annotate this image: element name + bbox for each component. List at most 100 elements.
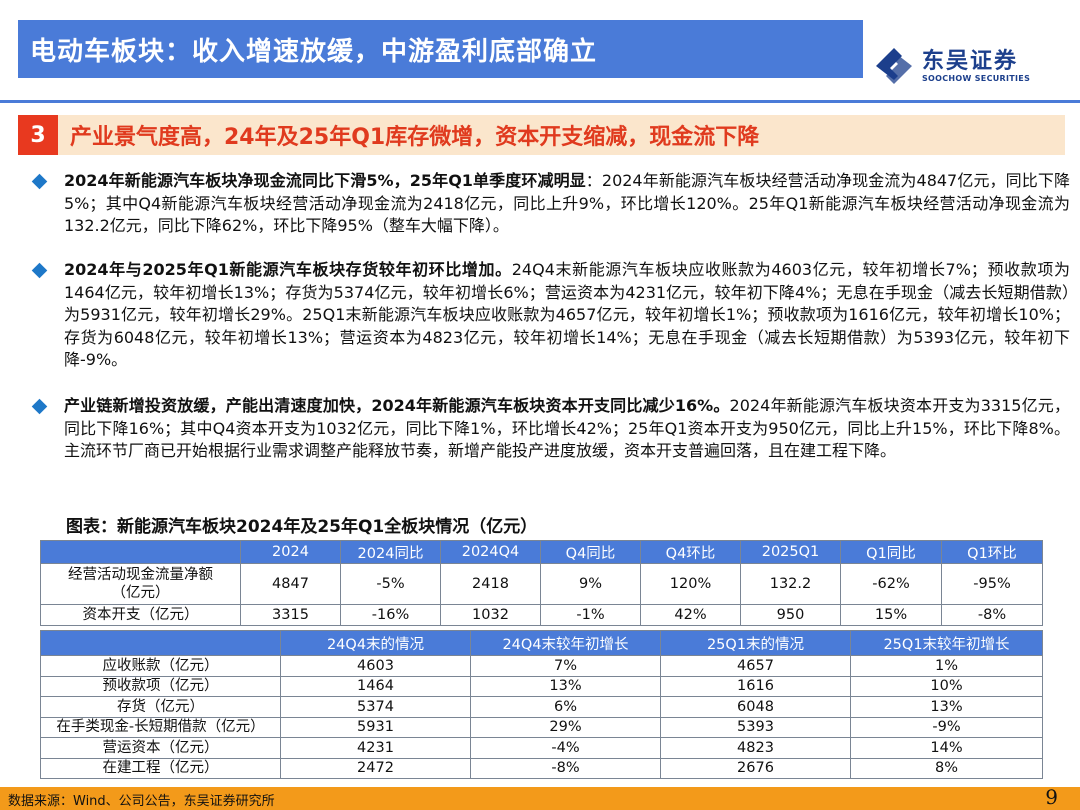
bullet-paragraph: 2024年与2025年Q1新能源汽车板块存货较年初环比增加。24Q4末新能源汽车… bbox=[31, 259, 1070, 372]
table-cell: 4231 bbox=[280, 737, 471, 759]
table-cell: 4657 bbox=[660, 655, 851, 677]
table-cell: 6% bbox=[470, 696, 661, 718]
bullet-lead: 产业链新增投资放缓，产能出清速度加快，2024年新能源汽车板块资本开支同比减少1… bbox=[64, 396, 730, 415]
table-header-row: 24Q4末的情况 24Q4末较年初增长 25Q1末的情况 25Q1末较年初增长 bbox=[40, 630, 1043, 656]
bullet-lead: 2024年与2025年Q1新能源汽车板块存货较年初环比增加。 bbox=[64, 260, 512, 279]
bullet-text: 产业链新增投资放缓，产能出清速度加快，2024年新能源汽车板块资本开支同比减少1… bbox=[64, 395, 1070, 463]
soochow-logo-icon bbox=[876, 48, 912, 84]
table-row-label: 资本开支（亿元） bbox=[40, 604, 241, 626]
table-cell: 42% bbox=[640, 604, 741, 626]
table-cell: 9% bbox=[540, 563, 641, 605]
table-cell: -9% bbox=[850, 716, 1043, 738]
table-header-cell: 2024Q4 bbox=[440, 540, 541, 564]
logo-en-text: SOOCHOW SECURITIES bbox=[922, 73, 1031, 83]
table-row: 应收账款（亿元） 4603 7% 4657 1% bbox=[40, 655, 1043, 677]
table-cell: -16% bbox=[340, 604, 441, 626]
table-cell: -5% bbox=[340, 563, 441, 605]
bullet-body: ：2024年新能源汽车板块经营活动净现金流为4847亿元，同比下降5%；其中Q4… bbox=[64, 171, 1070, 235]
table-cell: 29% bbox=[470, 716, 661, 738]
cashflow-capex-table: 2024 2024同比 2024Q4 Q4同比 Q4环比 2025Q1 Q1同比… bbox=[40, 540, 1043, 626]
footer-bar: 数据来源：Wind、公司公告，东吴证券研究所 9 bbox=[0, 785, 1080, 810]
table-header-cell: 24Q4末较年初增长 bbox=[470, 630, 661, 656]
logo-cn-text: 东吴证券 bbox=[922, 48, 1019, 74]
title-bar: 电动车板块：收入增速放缓，中游盈利底部确立 bbox=[18, 20, 863, 78]
bullet-text: 2024年与2025年Q1新能源汽车板块存货较年初环比增加。24Q4末新能源汽车… bbox=[64, 259, 1070, 372]
table-cell: 5931 bbox=[280, 716, 471, 738]
table-cell: 1616 bbox=[660, 675, 851, 697]
table-header-cell bbox=[40, 540, 241, 564]
table-row-label: 应收账款（亿元） bbox=[40, 655, 281, 677]
table-cell: 1032 bbox=[440, 604, 541, 626]
page-title: 电动车板块：收入增速放缓，中游盈利底部确立 bbox=[30, 36, 598, 67]
table-cell: 4847 bbox=[240, 563, 341, 605]
table-cell: 4603 bbox=[280, 655, 471, 677]
table-header-cell: 2025Q1 bbox=[740, 540, 841, 564]
table-header-cell: Q1环比 bbox=[941, 540, 1043, 564]
table-cell: 2472 bbox=[280, 757, 471, 779]
table-header-row: 2024 2024同比 2024Q4 Q4同比 Q4环比 2025Q1 Q1同比… bbox=[40, 540, 1043, 564]
table-row-label: 预收款项（亿元） bbox=[40, 675, 281, 697]
bullet-paragraph: 2024年新能源汽车板块净现金流同比下滑5%，25年Q1单季度环减明显：2024… bbox=[31, 170, 1070, 238]
table-cell: -95% bbox=[941, 563, 1043, 605]
table-cell: 132.2 bbox=[740, 563, 841, 605]
table-header-cell: 25Q1末较年初增长 bbox=[850, 630, 1043, 656]
table-row: 资本开支（亿元） 3315 -16% 1032 -1% 42% 950 15% … bbox=[40, 604, 1043, 626]
table-cell: 1464 bbox=[280, 675, 471, 697]
table-row: 在建工程（亿元） 2472 -8% 2676 8% bbox=[40, 757, 1043, 779]
table-row: 存货（亿元） 5374 6% 6048 13% bbox=[40, 696, 1043, 718]
table-cell: 6048 bbox=[660, 696, 851, 718]
bullet-text: 2024年新能源汽车板块净现金流同比下滑5%，25年Q1单季度环减明显：2024… bbox=[64, 170, 1070, 238]
diamond-bullet-icon bbox=[31, 398, 48, 415]
data-source: 数据来源：Wind、公司公告，东吴证券研究所 bbox=[8, 794, 275, 809]
table-header-cell bbox=[40, 630, 281, 656]
table-header-cell: 24Q4末的情况 bbox=[280, 630, 471, 656]
figure-title: 图表：新能源汽车板块2024年及25年Q1全板块情况（亿元） bbox=[66, 517, 538, 537]
table-row-label: 经营活动现金流量净额（亿元） bbox=[40, 563, 241, 605]
table-cell: -4% bbox=[470, 737, 661, 759]
table-cell: 13% bbox=[850, 696, 1043, 718]
table-cell: -8% bbox=[941, 604, 1043, 626]
table-row: 预收款项（亿元） 1464 13% 1616 10% bbox=[40, 675, 1043, 697]
table-header-cell: 25Q1末的情况 bbox=[660, 630, 851, 656]
table-row: 在手类现金-长短期借款（亿元） 5931 29% 5393 -9% bbox=[40, 716, 1043, 738]
table-cell: -1% bbox=[540, 604, 641, 626]
table-row-label: 在建工程（亿元） bbox=[40, 757, 281, 779]
table-row: 营运资本（亿元） 4231 -4% 4823 14% bbox=[40, 737, 1043, 759]
table-cell: 5374 bbox=[280, 696, 471, 718]
table-row-label: 营运资本（亿元） bbox=[40, 737, 281, 759]
bullet-body: 24Q4末新能源汽车板块应收账款为4603亿元，较年初增长7%；预收款项为146… bbox=[64, 260, 1070, 369]
table-header-cell: 2024同比 bbox=[340, 540, 441, 564]
table-cell: 4823 bbox=[660, 737, 851, 759]
table-cell: 3315 bbox=[240, 604, 341, 626]
bullet-paragraph: 产业链新增投资放缓，产能出清速度加快，2024年新能源汽车板块资本开支同比减少1… bbox=[31, 395, 1070, 463]
table-cell: 10% bbox=[850, 675, 1043, 697]
balance-items-table: 24Q4末的情况 24Q4末较年初增长 25Q1末的情况 25Q1末较年初增长 … bbox=[40, 630, 1043, 779]
table-cell: 950 bbox=[740, 604, 841, 626]
table-cell: 2676 bbox=[660, 757, 851, 779]
table-header-cell: Q4环比 bbox=[640, 540, 741, 564]
section-number: 3 bbox=[18, 115, 58, 155]
bullet-lead: 2024年新能源汽车板块净现金流同比下滑5%，25年Q1单季度环减明显 bbox=[64, 171, 586, 190]
table-cell: 15% bbox=[840, 604, 942, 626]
table-cell: 120% bbox=[640, 563, 741, 605]
table-cell: 8% bbox=[850, 757, 1043, 779]
table-cell: -62% bbox=[840, 563, 942, 605]
diamond-bullet-icon bbox=[31, 262, 48, 279]
section-title: 产业景气度高，24年及25年Q1库存微增，资本开支缩减，现金流下降 bbox=[70, 125, 760, 150]
table-cell: 14% bbox=[850, 737, 1043, 759]
table-row-label: 存货（亿元） bbox=[40, 696, 281, 718]
table-cell: 2418 bbox=[440, 563, 541, 605]
header-rule bbox=[0, 100, 1080, 103]
table-cell: 7% bbox=[470, 655, 661, 677]
table-header-cell: Q4同比 bbox=[540, 540, 641, 564]
bullet-body: 2024年新能源汽车板块资本开支为3315亿元，同比下降16%；其中Q4资本开支… bbox=[64, 396, 1070, 460]
page-number: 9 bbox=[1045, 785, 1058, 809]
diamond-bullet-icon bbox=[31, 173, 48, 190]
table-header-cell: Q1同比 bbox=[840, 540, 942, 564]
company-logo: 东吴证券 SOOCHOW SECURITIES bbox=[872, 44, 1030, 88]
table-header-cell: 2024 bbox=[240, 540, 341, 564]
table-cell: 13% bbox=[470, 675, 661, 697]
table-cell: 1% bbox=[850, 655, 1043, 677]
section-header: 3 产业景气度高，24年及25年Q1库存微增，资本开支缩减，现金流下降 bbox=[18, 115, 1065, 155]
table-cell: -8% bbox=[470, 757, 661, 779]
